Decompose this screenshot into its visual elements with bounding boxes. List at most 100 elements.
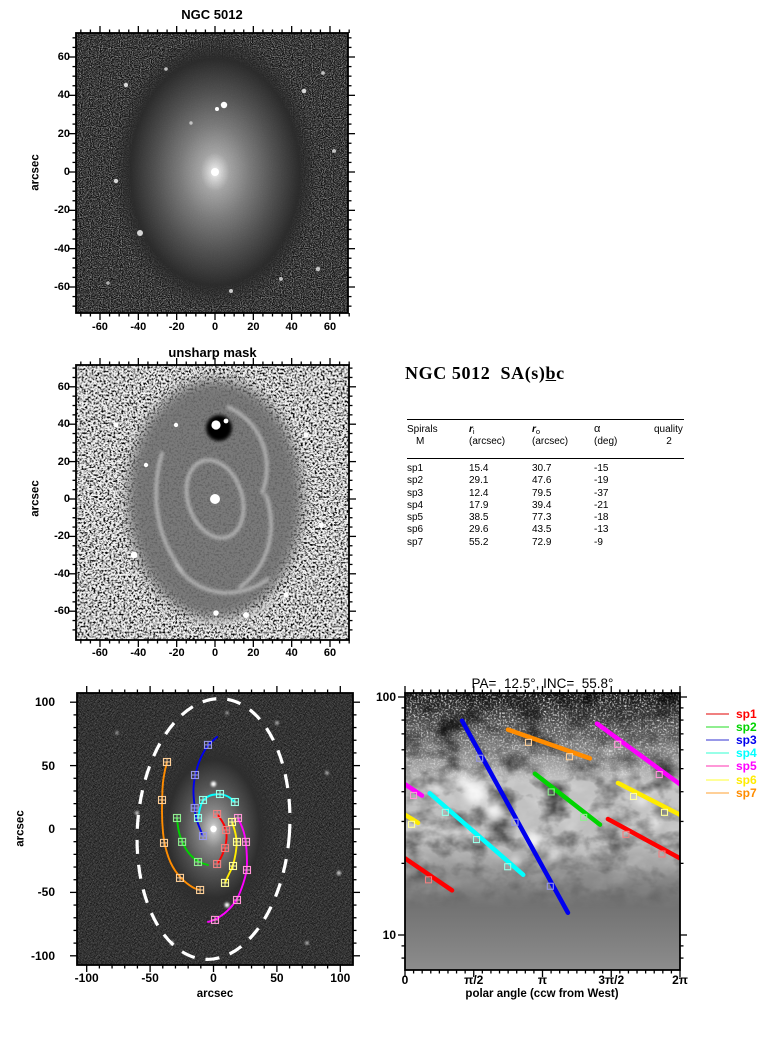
table-cell: 38.5 (469, 512, 489, 524)
tick-label: 3π/2 (598, 973, 625, 987)
table-title-underlined: b (545, 363, 557, 383)
table-header-units-row: M (arcsec) (arcsec) (deg) 2 (407, 436, 684, 447)
table-cell: 17.9 (469, 499, 489, 511)
table-cell: 30.7 (532, 463, 552, 474)
table-cell: -21 (594, 499, 609, 511)
legend-item-sp5: sp5 (706, 760, 757, 773)
legend-item-sp7: sp7 (706, 786, 757, 799)
tick-label: -60 (92, 647, 108, 659)
tick-label: -100 (30, 948, 55, 963)
table-cell: -15 (594, 463, 609, 474)
tick-label: -20 (168, 647, 185, 659)
tick-label: 0 (211, 647, 219, 659)
table-header-cell: α (594, 423, 601, 435)
table-cell: 29.1 (469, 475, 489, 487)
table-cell (654, 463, 684, 475)
panel-deproj-ylabel: arcsec (14, 810, 27, 847)
table-cell: sp7 (407, 536, 424, 548)
table-rule-top (407, 419, 684, 421)
unsharp-bright-knot-2 (223, 418, 229, 424)
tick-label: π (537, 973, 548, 987)
legend-label: sp4 (736, 746, 757, 761)
panel-deproj-xlabel: arcsec (196, 988, 234, 1000)
legend-item-sp4: sp4 (706, 747, 757, 760)
tick-label: 100 (34, 695, 55, 710)
tick-label: 10 (382, 928, 396, 942)
legend-line-swatch (706, 752, 729, 755)
legend-line-swatch (706, 778, 729, 781)
tick-label: 20 (247, 321, 260, 333)
legend-label: sp2 (736, 719, 757, 734)
table-cell: sp2 (407, 475, 424, 487)
panel-polar-title: PA= 12.5°, INC= 55.8° (471, 676, 614, 691)
tick-label: 40 (285, 321, 298, 333)
tick-label: 20 (57, 127, 70, 140)
table-header-cell: quality (654, 424, 683, 435)
table-cell (654, 488, 684, 500)
panel-unsharp-ylabel: arcsec (29, 480, 42, 517)
table-header-unit: (arcsec) (469, 436, 506, 447)
tick-label: 60 (323, 647, 337, 659)
table-cell: -19 (594, 475, 609, 487)
table-cell: -18 (594, 512, 609, 524)
tick-label: 50 (41, 758, 55, 773)
tick-label: 40 (285, 647, 298, 659)
tick-label: -40 (54, 242, 70, 255)
legend-line-swatch (706, 725, 729, 728)
tick-label: 50 (270, 971, 284, 985)
polar-legend: sp1 sp2 sp3 sp4 sp5 sp6 sp7 (706, 707, 757, 799)
tick-label: -20 (168, 321, 185, 333)
table-cell: -37 (594, 487, 609, 499)
panel-polar-xlabel: polar angle (ccw from West) (465, 988, 619, 1000)
tick-label: -20 (54, 530, 70, 543)
tick-label: -100 (74, 971, 99, 985)
tick-label: 20 (247, 647, 260, 659)
polar-top-speckle (405, 693, 680, 783)
table-title-main: NGC 5012 SA(s) (405, 363, 546, 383)
table-cell: sp3 (407, 487, 424, 499)
table-cell: -9 (594, 536, 603, 548)
tick-label: 20 (57, 455, 70, 468)
table-cell: sp4 (407, 499, 424, 511)
legend-line-swatch (706, 791, 729, 794)
table-header-row: Spirals ri ro α quality (407, 424, 684, 437)
table-cell: 12.4 (469, 487, 489, 499)
table-cell: 39.4 (532, 499, 552, 511)
tick-label: -60 (92, 321, 108, 333)
table-header-unit: M (416, 436, 425, 447)
table-header-cell: ri (469, 424, 475, 436)
legend-label: sp7 (736, 785, 757, 800)
table-title-tail: c (556, 363, 565, 383)
table-header-unit: (arcsec) (532, 436, 569, 447)
table-header-cell: ro (532, 424, 541, 436)
tick-label: 40 (57, 418, 70, 431)
tick-label: 60 (323, 321, 337, 333)
panel-direct-title: NGC 5012 (181, 7, 243, 22)
legend-item-sp6: sp6 (706, 773, 757, 786)
table-cell (654, 512, 684, 524)
legend-line-swatch (706, 738, 729, 741)
tick-label: -60 (54, 281, 70, 293)
tick-label: -20 (54, 204, 70, 217)
tick-label: -40 (130, 647, 147, 659)
panel-unsharp-title: unsharp mask (168, 345, 257, 360)
legend-item-sp3: sp3 (706, 733, 757, 746)
tick-label: 60 (57, 380, 70, 393)
panel-direct-image (76, 33, 348, 313)
panel-unsharp-image (76, 365, 349, 640)
tick-label: π/2 (464, 973, 484, 987)
panel-direct-ylabel: arcsec (29, 154, 42, 191)
tick-label: 100 (330, 971, 351, 985)
deproj-core (210, 825, 217, 833)
legend-line-swatch (706, 765, 729, 768)
tick-label: -40 (130, 321, 147, 333)
tick-label: -50 (141, 971, 159, 985)
table-rule-mid (407, 458, 684, 460)
table-cell (654, 500, 684, 512)
table-cell: 55.2 (469, 536, 489, 548)
tick-label: -50 (37, 885, 55, 900)
table-cell: 79.5 (532, 487, 552, 499)
table-cell: 77.3 (532, 512, 552, 524)
legend-line-swatch (706, 712, 729, 715)
tick-label: 0 (210, 971, 217, 985)
